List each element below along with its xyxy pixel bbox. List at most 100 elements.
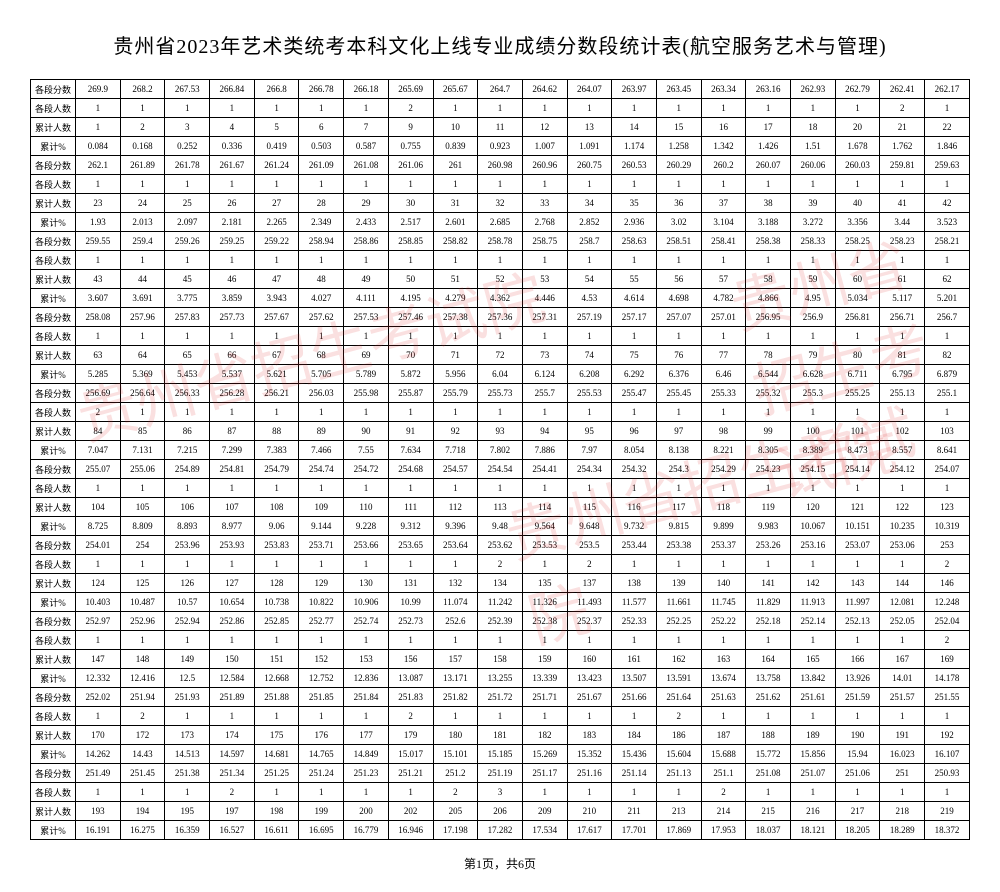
data-cell: 8.221	[701, 441, 746, 460]
data-cell: 252.05	[880, 612, 925, 631]
data-cell: 13.171	[433, 669, 478, 688]
data-cell: 122	[880, 498, 925, 517]
data-cell: 170	[76, 726, 121, 745]
data-cell: 3.188	[746, 213, 791, 232]
data-cell: 140	[701, 574, 746, 593]
data-cell: 63	[76, 346, 121, 365]
data-cell: 258.7	[567, 232, 612, 251]
table-row: 各段人数11111111111111111111	[31, 175, 970, 194]
data-cell: 15.856	[791, 745, 836, 764]
data-cell: 102	[880, 422, 925, 441]
data-cell: 254.34	[567, 460, 612, 479]
data-cell: 263.45	[656, 80, 701, 99]
data-cell: 1	[925, 783, 970, 802]
data-cell: 6.879	[925, 365, 970, 384]
data-cell: 58	[746, 270, 791, 289]
data-cell: 1	[522, 403, 567, 422]
data-cell: 2	[120, 707, 165, 726]
data-cell: 64	[120, 346, 165, 365]
data-cell: 17.617	[567, 821, 612, 840]
table-row: 累计人数232425262728293031323334353637383940…	[31, 194, 970, 213]
data-cell: 1	[299, 479, 344, 498]
data-cell: 190	[835, 726, 880, 745]
data-cell: 1	[478, 175, 523, 194]
data-cell: 17.282	[478, 821, 523, 840]
table-row: 各段人数11111111111111111111	[31, 327, 970, 346]
data-cell: 13.842	[791, 669, 836, 688]
data-cell: 1	[701, 251, 746, 270]
data-cell: 5.117	[880, 289, 925, 308]
data-cell: 1	[612, 631, 657, 650]
data-cell: 15.688	[701, 745, 746, 764]
data-cell: 257.53	[344, 308, 389, 327]
data-cell: 251.89	[210, 688, 255, 707]
data-cell: 65	[165, 346, 210, 365]
table-row: 各段分数251.49251.45251.38251.34251.25251.24…	[31, 764, 970, 783]
data-cell: 1	[880, 175, 925, 194]
data-cell: 1	[925, 479, 970, 498]
data-cell: 255.33	[701, 384, 746, 403]
data-cell: 1	[522, 251, 567, 270]
data-cell: 1	[76, 175, 121, 194]
data-cell: 1	[120, 631, 165, 650]
data-cell: 264.07	[567, 80, 612, 99]
data-cell: 258.51	[656, 232, 701, 251]
row-label: 累计%	[31, 213, 76, 232]
data-cell: 106	[165, 498, 210, 517]
row-label: 累计%	[31, 441, 76, 460]
table-row: 各段分数258.08257.96257.83257.73257.67257.62…	[31, 308, 970, 327]
data-cell: 3.691	[120, 289, 165, 308]
data-cell: 60	[835, 270, 880, 289]
data-cell: 172	[120, 726, 165, 745]
data-cell: 2.685	[478, 213, 523, 232]
data-cell: 1	[746, 99, 791, 118]
data-cell: 257.73	[210, 308, 255, 327]
data-cell: 266.8	[254, 80, 299, 99]
data-cell: 3.775	[165, 289, 210, 308]
row-label: 各段分数	[31, 80, 76, 99]
data-cell: 1	[165, 99, 210, 118]
data-cell: 152	[299, 650, 344, 669]
data-cell: 254.41	[522, 460, 567, 479]
data-cell: 252.96	[120, 612, 165, 631]
data-cell: 251.07	[791, 764, 836, 783]
data-cell: 10.822	[299, 593, 344, 612]
data-cell: 123	[925, 498, 970, 517]
data-cell: 251.62	[746, 688, 791, 707]
table-row: 累计人数434445464748495051525354555657585960…	[31, 270, 970, 289]
data-cell: 259.4	[120, 232, 165, 251]
data-cell: 253	[925, 536, 970, 555]
data-cell: 254.74	[299, 460, 344, 479]
data-cell: 1	[791, 707, 836, 726]
data-cell: 1	[254, 251, 299, 270]
data-cell: 153	[344, 650, 389, 669]
data-cell: 195	[165, 802, 210, 821]
data-cell: 121	[835, 498, 880, 517]
row-label: 累计%	[31, 745, 76, 764]
data-cell: 13.255	[478, 669, 523, 688]
data-cell: 260.96	[522, 156, 567, 175]
data-cell: 17.953	[701, 821, 746, 840]
data-cell: 1	[612, 555, 657, 574]
row-label: 各段分数	[31, 612, 76, 631]
data-cell: 43	[76, 270, 121, 289]
row-label: 各段分数	[31, 232, 76, 251]
data-cell: 251.85	[299, 688, 344, 707]
data-cell: 217	[835, 802, 880, 821]
data-cell: 1	[880, 783, 925, 802]
data-cell: 39	[791, 194, 836, 213]
data-cell: 7.802	[478, 441, 523, 460]
data-cell: 41	[880, 194, 925, 213]
data-cell: 263.16	[746, 80, 791, 99]
data-cell: 1	[433, 327, 478, 346]
data-cell: 158	[478, 650, 523, 669]
data-cell: 1	[433, 555, 478, 574]
data-cell: 1	[746, 251, 791, 270]
data-cell: 1	[701, 631, 746, 650]
data-cell: 125	[120, 574, 165, 593]
data-cell: 2	[433, 783, 478, 802]
table-row: 各段分数256.69256.64256.33256.28256.21256.03…	[31, 384, 970, 403]
data-cell: 7	[344, 118, 389, 137]
data-cell: 114	[522, 498, 567, 517]
data-cell: 1	[210, 479, 255, 498]
